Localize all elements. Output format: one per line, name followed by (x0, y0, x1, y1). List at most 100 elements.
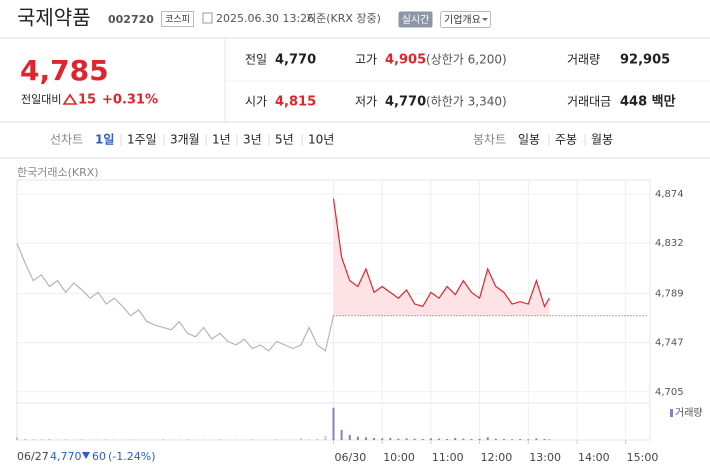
summary-value: 4,770 (275, 53, 316, 68)
price-line (332, 198, 550, 308)
tab-group-label: 선차트 (50, 133, 83, 147)
up-triangle (62, 93, 78, 105)
volume-bar (478, 438, 481, 440)
candle-tab[interactable]: 월봉 (591, 133, 613, 147)
volume-bar (340, 429, 343, 440)
volume-bar (446, 438, 449, 440)
volume-bar (105, 439, 108, 440)
calendar-icon (202, 12, 213, 24)
volume-bar (316, 438, 319, 440)
legend-price: 4,770 (50, 450, 82, 463)
volume-bar (543, 438, 546, 440)
x-tick-label: 15:00 (627, 451, 659, 464)
summary-value: 4,905 (385, 53, 426, 68)
period-tab[interactable]: 1년 (212, 133, 231, 147)
volume-bar (429, 438, 432, 440)
period-tab[interactable]: 5년 (275, 133, 294, 147)
volume-bar (162, 439, 165, 440)
volume-bar (24, 438, 27, 440)
volume-bar (438, 438, 440, 440)
volume-bar (324, 435, 327, 440)
summary-value: 92,905 (620, 53, 670, 68)
volume-bar (40, 439, 43, 440)
period-tab[interactable]: 10년 (308, 133, 334, 147)
summary-note: (상한가 6,200) (426, 53, 507, 67)
volume-bar (48, 438, 51, 440)
summary-label: 거래량 (567, 53, 600, 67)
volume-bar (413, 438, 416, 440)
volume-bar (80, 439, 83, 440)
volume-bar (275, 439, 278, 440)
volume-bar (300, 438, 303, 440)
volume-bar (186, 439, 189, 440)
y-tick-label: 4,874 (655, 189, 684, 200)
candle-tab[interactable]: 주봉 (555, 133, 577, 147)
market: 코스피 (165, 14, 190, 25)
summary-value: 448 백만 (620, 94, 676, 110)
volume-bar (16, 437, 18, 440)
volume-bar (356, 436, 359, 440)
company-info-button[interactable] (440, 11, 491, 28)
market-badge (161, 11, 194, 27)
realtime: 실시간 (402, 14, 430, 26)
summary-value: 4,770 (385, 95, 426, 110)
volume-bar (129, 439, 132, 440)
volume-bar (308, 439, 311, 440)
volume-bar (470, 438, 473, 440)
x-tick-label: 14:00 (578, 451, 610, 464)
summary-label: 저가 (355, 95, 377, 109)
period-tab[interactable]: 3년 (243, 133, 262, 147)
change-pct: +0.31% (102, 93, 158, 108)
volume-bar (421, 438, 424, 440)
summary-label: 고가 (355, 53, 377, 67)
down-triangle (82, 452, 90, 459)
volume-bar (397, 438, 400, 440)
y-tick-label: 4,705 (655, 387, 684, 398)
x-tick-label: 12:00 (481, 451, 513, 464)
x-tick-label: 10:00 (383, 451, 415, 464)
stock-name: 국제약품 (17, 6, 91, 30)
volume-bar (502, 438, 505, 440)
company-info[interactable]: 기업개요 (444, 13, 481, 26)
volume-bar (32, 439, 35, 440)
change-label: 전일대비 (21, 92, 61, 106)
dropdown-arrow (482, 18, 488, 21)
volume-bar (332, 407, 335, 440)
x-tick-label: 06/30 (335, 451, 367, 464)
datetime: 2025.06.30 13:26 (216, 12, 314, 25)
basis: 기준(KRX 장중) (306, 12, 381, 25)
volume-bar (494, 438, 497, 440)
legend-date: 06/27 (17, 450, 49, 463)
volume-bar (462, 438, 465, 440)
volume-bar (511, 439, 514, 440)
realtime-badge (398, 11, 433, 28)
volume-bar (535, 438, 538, 440)
volume-bar (527, 439, 530, 440)
tab-group-label: 봉차트 (473, 133, 506, 147)
volume-bar (454, 437, 457, 440)
volume-bar (373, 437, 376, 440)
volume-bar (364, 437, 367, 440)
summary-value: 4,815 (275, 95, 316, 110)
source: 한국거래소(KRX) (17, 166, 99, 179)
price-line (16, 242, 335, 352)
period-tab[interactable]: 1일 (95, 133, 114, 147)
volume-bar (519, 438, 522, 440)
volume-bar (486, 437, 489, 440)
candle-tab[interactable]: 일봉 (518, 133, 540, 147)
volume-bar (218, 439, 221, 440)
summary-label: 시가 (245, 95, 267, 109)
legend-change: 60 (92, 450, 106, 463)
period-tab[interactable]: 1주일 (127, 133, 157, 147)
volume-bar (389, 437, 392, 440)
x-tick-label: 11:00 (432, 451, 464, 464)
summary-note: (하한가 3,340) (426, 95, 507, 109)
summary-label: 전일 (245, 53, 267, 67)
volume-bar (381, 438, 384, 440)
period-tab[interactable]: 3개월 (170, 133, 200, 147)
change: 15 (78, 93, 96, 108)
y-tick-label: 4,747 (655, 338, 684, 349)
volume-bar (405, 438, 408, 440)
volume-bar (348, 434, 351, 440)
